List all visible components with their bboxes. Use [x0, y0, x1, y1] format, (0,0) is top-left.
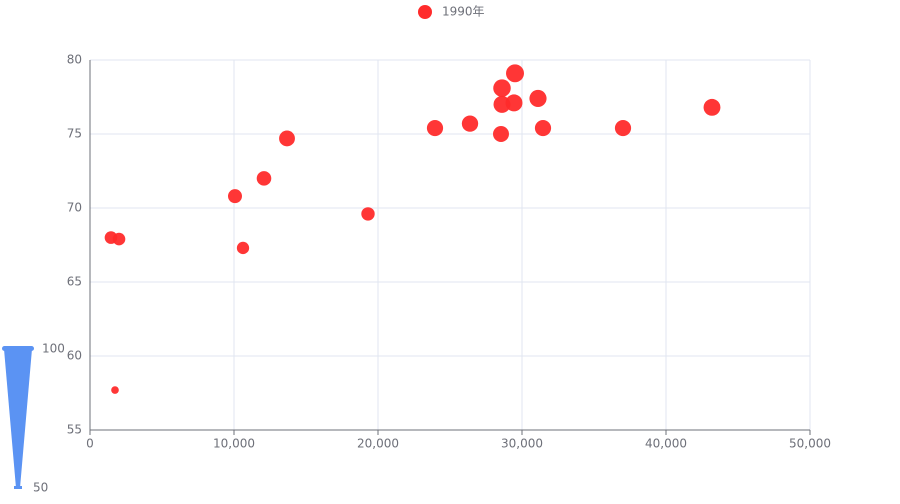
y-tick-label: 60: [67, 349, 82, 363]
x-tick-label: 10,000: [213, 437, 255, 451]
y-tick-label: 55: [67, 423, 82, 437]
legend-label[interactable]: 1990年: [442, 5, 485, 19]
y-tick-label: 65: [67, 275, 82, 289]
point: [236, 241, 250, 255]
y-tick-label: 70: [67, 201, 82, 215]
point: [614, 119, 632, 137]
point: [493, 79, 511, 97]
point: [112, 232, 126, 246]
point: [493, 126, 510, 142]
point: [228, 189, 242, 204]
x-tick-label: 50,000: [789, 437, 831, 451]
x-tick-label: 20,000: [357, 437, 399, 451]
x-tick-label: 0: [86, 437, 94, 451]
legend-marker[interactable]: [418, 5, 432, 19]
visual-map-handle[interactable]: [2, 346, 34, 351]
point: [426, 119, 444, 137]
point: [461, 115, 479, 132]
point: [256, 171, 272, 186]
point: [529, 89, 547, 108]
point: [506, 64, 524, 83]
visual-map-max: 100: [42, 342, 65, 356]
visual-map-handle[interactable]: [14, 486, 22, 489]
visual-map-bar: [4, 349, 32, 488]
x-tick-label: 30,000: [501, 437, 543, 451]
point: [534, 119, 552, 137]
point: [361, 207, 375, 221]
point: [703, 98, 721, 116]
point: [279, 130, 295, 147]
point: [111, 386, 119, 394]
y-tick-label: 75: [67, 127, 82, 141]
visual-map-min: 50: [33, 481, 48, 495]
point: [505, 94, 523, 112]
x-tick-label: 40,000: [645, 437, 687, 451]
y-tick-label: 80: [67, 53, 82, 67]
